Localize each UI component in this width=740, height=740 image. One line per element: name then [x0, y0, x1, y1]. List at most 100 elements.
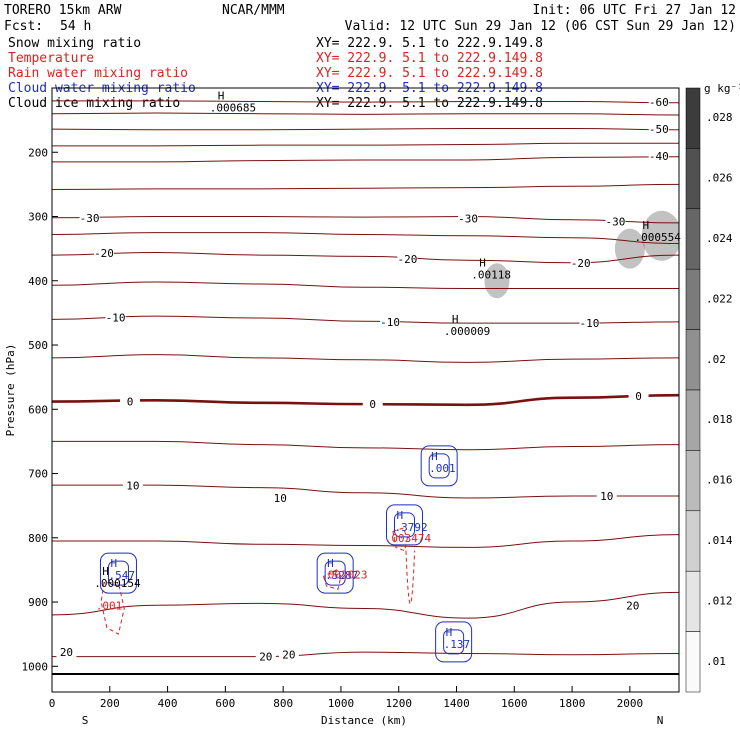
colorbar-tick-label: .014 — [706, 534, 733, 547]
cloud-water-contour — [435, 621, 473, 663]
contour-label-bg — [458, 212, 479, 225]
colorbar-tick-label: .012 — [706, 594, 733, 607]
cloud-water-contour — [107, 560, 129, 586]
maximum-value-label: .00118 — [471, 268, 511, 281]
y-tick-label: 1000 — [22, 660, 49, 673]
contour-label-bg — [56, 646, 77, 659]
cloud-water-contour — [420, 445, 458, 487]
maximum-value-label: .000685 — [210, 101, 256, 114]
temperature-contour-label: 20 — [626, 599, 639, 612]
cloud-water-contour — [99, 552, 137, 594]
valid-time: Valid: 12 UTC Sun 29 Jan 12 (06 CST Sun … — [345, 19, 736, 34]
x-tick-label: 200 — [100, 697, 120, 710]
cloud-water-contours — [99, 445, 473, 663]
x-tick-label: 1800 — [559, 697, 586, 710]
colorbar-swatch — [685, 570, 701, 632]
temperature-contour-label: 10 — [600, 490, 613, 503]
temperature-contour-line — [52, 440, 679, 451]
colorbar: .028 .026 .024 .022 .02 .018 .016 .014 .012 .01 g … — [685, 82, 740, 693]
colorbar-swatch — [685, 208, 701, 270]
maximum-value-label: .000154 — [94, 577, 141, 590]
cloud-water-contour — [394, 512, 416, 538]
y-tick-label: 400 — [28, 275, 48, 288]
maximum-value-label: .000009 — [444, 325, 490, 338]
cloud-water-contour — [316, 552, 354, 594]
max-marker-h: H — [102, 565, 109, 578]
x-tick-label: 0 — [49, 697, 56, 710]
temperature-contour-label: -30 — [458, 212, 478, 225]
max-marker-h: H — [110, 557, 117, 570]
x-tick-label: 1000 — [328, 697, 355, 710]
contour-label-bg — [79, 211, 100, 224]
temperature-contour-line — [52, 100, 679, 104]
legend-entry-xy: XY= 222.9. 5.1 to 222.9.149.8 — [316, 51, 543, 66]
y-axis-label: Pressure (hPa) — [4, 344, 17, 437]
temperature-contour-label: 10 — [274, 492, 287, 505]
colorbar-tick-label: .01 — [706, 655, 726, 668]
temperature-contour-line — [52, 484, 679, 499]
y-tick-label: 300 — [28, 211, 48, 224]
temperature-contours — [52, 100, 679, 658]
max-marker-h: H — [397, 509, 404, 522]
max-marker-h: H — [452, 313, 459, 326]
plot-frame — [51, 87, 680, 693]
cloud-water-max-label: .547 — [108, 569, 135, 582]
temperature-contour-label: 0 — [127, 396, 134, 409]
cloud-water-max-label: .3792 — [395, 521, 428, 534]
temperature-contour-label: 20 — [259, 651, 272, 664]
colorbar-tick-label: .018 — [706, 413, 733, 426]
cloud-water-contour — [443, 629, 465, 655]
temperature-contour-label: -10 — [106, 311, 126, 324]
endpoint-north: N — [657, 714, 664, 727]
temperature-contour-label: -30 — [80, 212, 100, 225]
legend-entry-name: Rain water mixing ratio — [8, 66, 188, 81]
temperature-contour-label: 20 — [60, 646, 73, 659]
contour-labels: -60 -50 -40 -30 -30 -30 -20 -20 -20 -10 -10 -10 0 0 0 1… — [56, 96, 669, 664]
legend: Snow mixing ratio XY= 222.9. 5.1 to 222.9… — [8, 36, 543, 111]
contour-label-bg — [94, 247, 115, 260]
temperature-contour-line — [52, 216, 679, 224]
contour-label-bg — [397, 252, 418, 265]
org-label: NCAR/MMM — [222, 3, 285, 18]
model-title: TORERO 15km ARW — [4, 3, 122, 18]
x-tick-label: 2000 — [617, 697, 644, 710]
temperature-contour-line — [52, 354, 679, 363]
temperature-contour-label: -10 — [380, 316, 400, 329]
temperature-contour-label: -20 — [397, 253, 417, 266]
rain-contour-label: .002023 — [321, 568, 367, 581]
cloud-water-contour — [324, 560, 346, 586]
rain-contour — [392, 527, 408, 552]
contour-label-bg — [278, 648, 299, 661]
rain-contour — [100, 582, 125, 635]
temperature-contour-label: -60 — [649, 96, 669, 109]
colorbar-tick-label: .024 — [706, 232, 733, 245]
rain-shaft-contour — [405, 550, 416, 604]
y-tick-label: 500 — [28, 339, 48, 352]
y-tick-label: 900 — [28, 596, 48, 609]
contour-label-bg — [122, 479, 143, 492]
colorbar-tick-label: .022 — [706, 292, 733, 305]
colorbar-swatch — [685, 87, 701, 149]
temperature-contour-line — [52, 534, 679, 548]
cloud-water-max-label: .5287 — [325, 569, 358, 582]
max-marker-h: H — [446, 626, 453, 639]
contour-label-bg — [596, 490, 617, 503]
colorbar-swatch — [685, 268, 701, 330]
forecast-label: Fcst: — [4, 19, 43, 34]
temperature-contour-label: -10 — [579, 317, 599, 330]
rain-contour-label: .003474 — [385, 532, 432, 545]
y-tick-label: 700 — [28, 468, 48, 481]
cloud-water-max-label: .137 — [444, 638, 471, 651]
colorbar-tick-label: .016 — [706, 474, 733, 487]
contour-label-bg — [362, 398, 383, 411]
contour-label-bg — [270, 491, 291, 504]
contour-label-bg — [628, 389, 649, 402]
legend-entry-xy: XY= 222.9. 5.1 to 222.9.149.8 — [316, 66, 543, 81]
colorbar-swatch — [685, 631, 701, 693]
max-marker-h: H — [643, 219, 650, 232]
temperature-contour-label: -20 — [571, 257, 591, 270]
temperature-contour-line — [52, 127, 679, 131]
temperature-contour-label: 0 — [369, 398, 376, 411]
temperature-contour-label: 10 — [126, 480, 139, 493]
